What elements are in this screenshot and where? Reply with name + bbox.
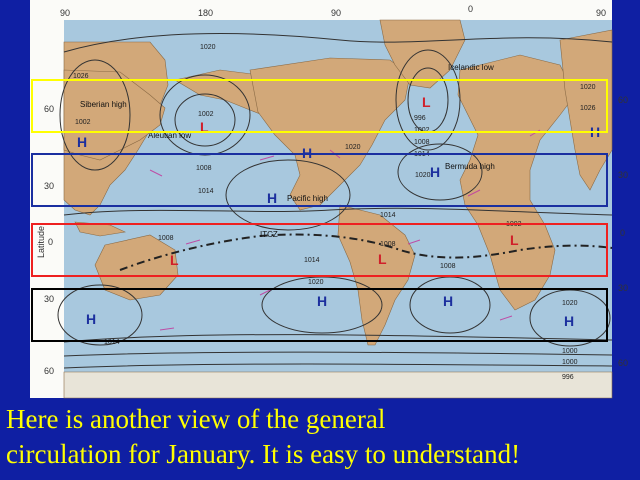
pressure-center-low: L: [510, 232, 519, 248]
wind-arrow: [407, 239, 421, 245]
right-tick-label: 0: [620, 228, 625, 238]
isobar-value: 1008: [414, 139, 430, 146]
isobar-value: 1020: [345, 144, 361, 151]
map-frame: 90 180 90 0 90 60 30 0 30 60 60 30 0 30 …: [30, 0, 628, 399]
isobar-value: 1020: [200, 44, 216, 51]
pressure-center-high: H: [267, 190, 277, 206]
isobar-value: 1008: [158, 235, 174, 242]
pressure-center-high: H: [443, 293, 453, 309]
siberian-high-label: Siberian high: [80, 100, 127, 109]
wind-arrow: [185, 239, 201, 245]
equatorial-band: [31, 223, 608, 277]
wind-arrow: [159, 327, 175, 331]
polar-band: [31, 79, 608, 133]
top-tick-label: 90: [331, 8, 341, 18]
right-tick-label: 30: [618, 170, 628, 180]
pressure-center-high: H: [430, 164, 440, 180]
wind-arrow: [259, 155, 275, 161]
isobar-line: [397, 143, 483, 201]
wind-arrow: [499, 315, 513, 321]
subtropical-band-south: [31, 288, 608, 342]
isobar-line: [174, 93, 236, 147]
isobar-value: 1002: [75, 119, 91, 126]
top-tick-label: 180: [198, 8, 213, 18]
land-antarctic: [63, 371, 613, 399]
top-tick-label: 90: [60, 8, 70, 18]
land-greenland: [379, 19, 466, 89]
caption: Here is another view of the general circ…: [6, 402, 636, 472]
subtropical-band-north: [31, 153, 608, 207]
isobar-value: 1008: [380, 241, 396, 248]
isobar-value: 996: [414, 115, 426, 122]
isobar-line: [63, 207, 613, 216]
isobar-value: 1020: [308, 279, 324, 286]
isobar-value: 1002: [414, 127, 430, 134]
isobar-line: [63, 363, 613, 369]
isobar-line: [225, 159, 351, 231]
pressure-center-high: H: [86, 311, 96, 327]
land-australia: [94, 234, 179, 301]
top-tick-label: 90: [596, 8, 606, 18]
caption-line-2: circulation for January. It is easy to u…: [6, 439, 521, 469]
left-tick-label: 30: [44, 294, 54, 304]
left-tick-label: 60: [44, 366, 54, 376]
pressure-center-low: L: [378, 251, 387, 267]
left-tick-label: 60: [44, 104, 54, 114]
pressure-center-low: L: [422, 94, 431, 110]
itcz-label: ITCZ: [260, 230, 278, 239]
pressure-center-high: H: [77, 134, 87, 150]
left-tick-label: 0: [48, 237, 53, 247]
isobar-line: [395, 49, 461, 151]
caption-line-1: Here is another view of the general: [6, 404, 386, 434]
isobar-value: 1014: [104, 339, 120, 346]
isobar-line: [63, 33, 613, 53]
right-tick-label: 60: [618, 358, 628, 368]
isobar-value: 1000: [562, 348, 578, 355]
pacific-high-label: Pacific high: [287, 194, 328, 203]
wind-arrow: [149, 169, 163, 177]
isobar-line: [57, 284, 143, 346]
right-tick-label: 60: [618, 95, 628, 105]
isobar-value: 1020: [562, 300, 578, 307]
isobar-value: 1026: [580, 105, 596, 112]
isobar-value: 1014: [198, 188, 214, 195]
isobar-value: 1020: [580, 84, 596, 91]
isobar-line: [59, 59, 131, 171]
isobar-value: 1026: [73, 73, 89, 80]
isobar-value: 1002: [198, 111, 214, 118]
isobar-value: 1008: [196, 165, 212, 172]
bermuda-high-label: Bermuda high: [445, 162, 495, 171]
land-asia-east: [559, 29, 613, 191]
isobar-value: 1014: [304, 257, 320, 264]
isobar-value: 1020: [415, 172, 431, 179]
isobar-value: 1008: [440, 263, 456, 270]
wind-arrow: [467, 189, 481, 197]
pressure-center-low: L: [170, 252, 179, 268]
pressure-center-high: H: [564, 313, 574, 329]
pressure-center-high: H: [317, 293, 327, 309]
latitude-axis-label: Latitude: [36, 226, 46, 258]
icelandic-low-label: Icelandic low: [448, 63, 494, 72]
pressure-map: 90 180 90 0 90 60 30 0 30 60 60 30 0 30 …: [31, 4, 628, 399]
isobar-line: [63, 351, 613, 357]
isobar-value: 1000: [562, 359, 578, 366]
isobar-value: 996: [562, 374, 574, 381]
pressure-center-low: L: [200, 119, 209, 135]
right-tick-label: 30: [618, 283, 628, 293]
isobar-value: 1014: [380, 212, 396, 219]
isobar-line: [63, 334, 613, 343]
left-tick-label: 30: [44, 181, 54, 191]
aleutian-low-label: Aleutian low: [148, 131, 191, 140]
top-tick-label: 0: [468, 4, 473, 14]
